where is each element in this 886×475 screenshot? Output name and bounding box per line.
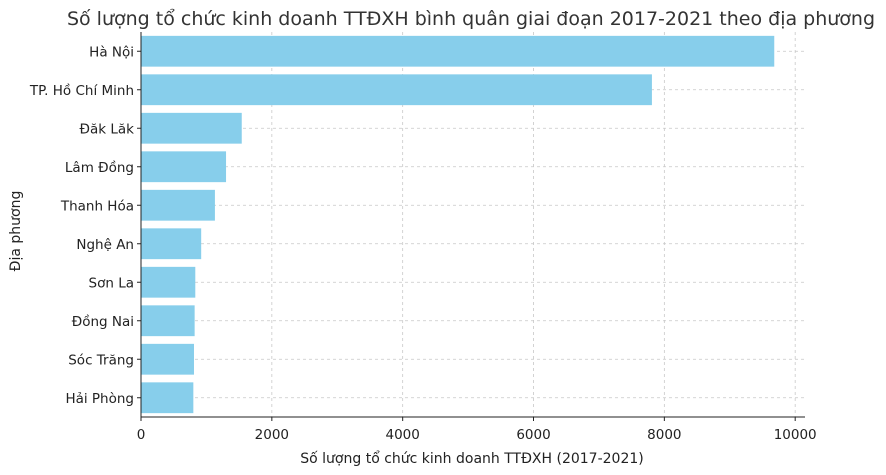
bar xyxy=(141,305,195,337)
x-tick-label: 0 xyxy=(137,427,146,443)
y-tick-label: Đồng Nai xyxy=(72,313,134,330)
x-tick-label: 2000 xyxy=(255,427,289,443)
bar xyxy=(141,228,202,260)
x-tick-label: 10000 xyxy=(774,427,817,443)
y-axis-label: Địa phương xyxy=(8,191,24,272)
x-tick-label: 4000 xyxy=(385,427,419,443)
y-tick-label: Lâm Đồng xyxy=(65,159,134,176)
chart-title: Số lượng tổ chức kinh doanh TTĐXH bình q… xyxy=(67,8,875,30)
y-tick-label: Hà Nội xyxy=(89,44,134,60)
y-tick-label: Thanh Hóa xyxy=(60,198,134,214)
y-tick-label: Hải Phòng xyxy=(65,391,134,407)
x-axis-label: Số lượng tổ chức kinh doanh TTĐXH (2017-… xyxy=(300,450,643,467)
x-tick-labels: 0 2000 4000 6000 8000 10000 xyxy=(137,417,817,443)
x-tick-label: 8000 xyxy=(647,427,681,443)
bar xyxy=(141,343,194,375)
y-tick-label: Nghệ An xyxy=(76,237,134,253)
bar xyxy=(141,151,227,183)
y-tick-labels: Hà Nội TP. Hồ Chí Minh Đăk Lăk Lâm Đồng Than… xyxy=(29,44,141,407)
bar xyxy=(141,112,242,144)
bar xyxy=(141,35,775,67)
bar xyxy=(141,74,652,106)
y-tick-label: TP. Hồ Chí Minh xyxy=(29,82,134,99)
y-tick-label: Đăk Lăk xyxy=(80,121,135,137)
bars xyxy=(141,35,775,414)
y-tick-label: Sơn La xyxy=(89,275,134,291)
bar xyxy=(141,266,196,298)
bar xyxy=(141,189,215,221)
y-tick-label: Sóc Trăng xyxy=(68,352,134,368)
x-tick-label: 6000 xyxy=(516,427,550,443)
bar xyxy=(141,382,194,414)
